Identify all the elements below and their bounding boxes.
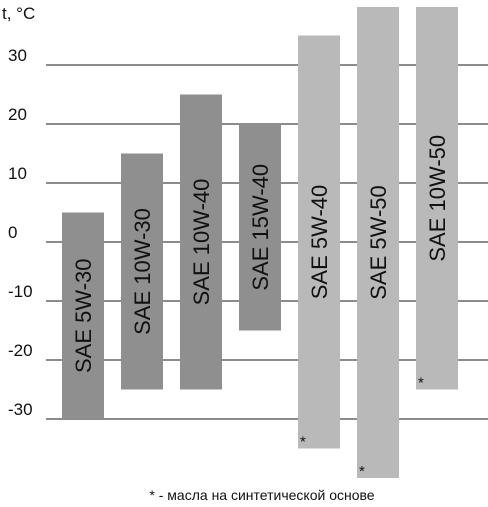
range-bar — [357, 7, 399, 478]
bars: SAE 5W-30 SAE 10W-30 SAE 10W-40 SAE 15W-40 S… — [62, 7, 458, 480]
range-bar — [239, 124, 281, 331]
y-tick-label: -10 — [8, 282, 33, 301]
y-tick-label: -20 — [8, 341, 33, 360]
range-bar — [180, 94, 222, 390]
y-tick-labels: 30 20 10 0 -10 -20 -30 — [8, 46, 33, 419]
range-bar — [62, 212, 104, 419]
bar-label: SAE 10W-50 — [425, 135, 450, 262]
synthetic-marker: * — [359, 463, 365, 480]
y-axis-unit-label: t, °C — [2, 4, 35, 23]
synthetic-marker: * — [300, 434, 306, 451]
y-tick-label: 20 — [8, 105, 27, 124]
y-tick-label: -30 — [8, 400, 33, 419]
range-bar — [298, 35, 340, 449]
range-bar — [416, 7, 458, 390]
bar-label: SAE 5W-30 — [71, 258, 96, 373]
y-tick-label: 10 — [8, 164, 27, 183]
bar-label: SAE 5W-50 — [366, 185, 391, 300]
bar-label: SAE 10W-30 — [130, 208, 155, 335]
range-bar — [121, 153, 163, 390]
synthetic-marker: * — [418, 375, 424, 392]
bar-label: SAE 10W-40 — [189, 179, 214, 306]
bar-label: SAE 15W-40 — [248, 164, 273, 291]
bar-label: SAE 5W-40 — [307, 185, 332, 300]
y-tick-label: 0 — [8, 223, 17, 242]
y-tick-label: 30 — [8, 46, 27, 65]
footnote: * - масла на синтетической основе — [149, 487, 374, 503]
